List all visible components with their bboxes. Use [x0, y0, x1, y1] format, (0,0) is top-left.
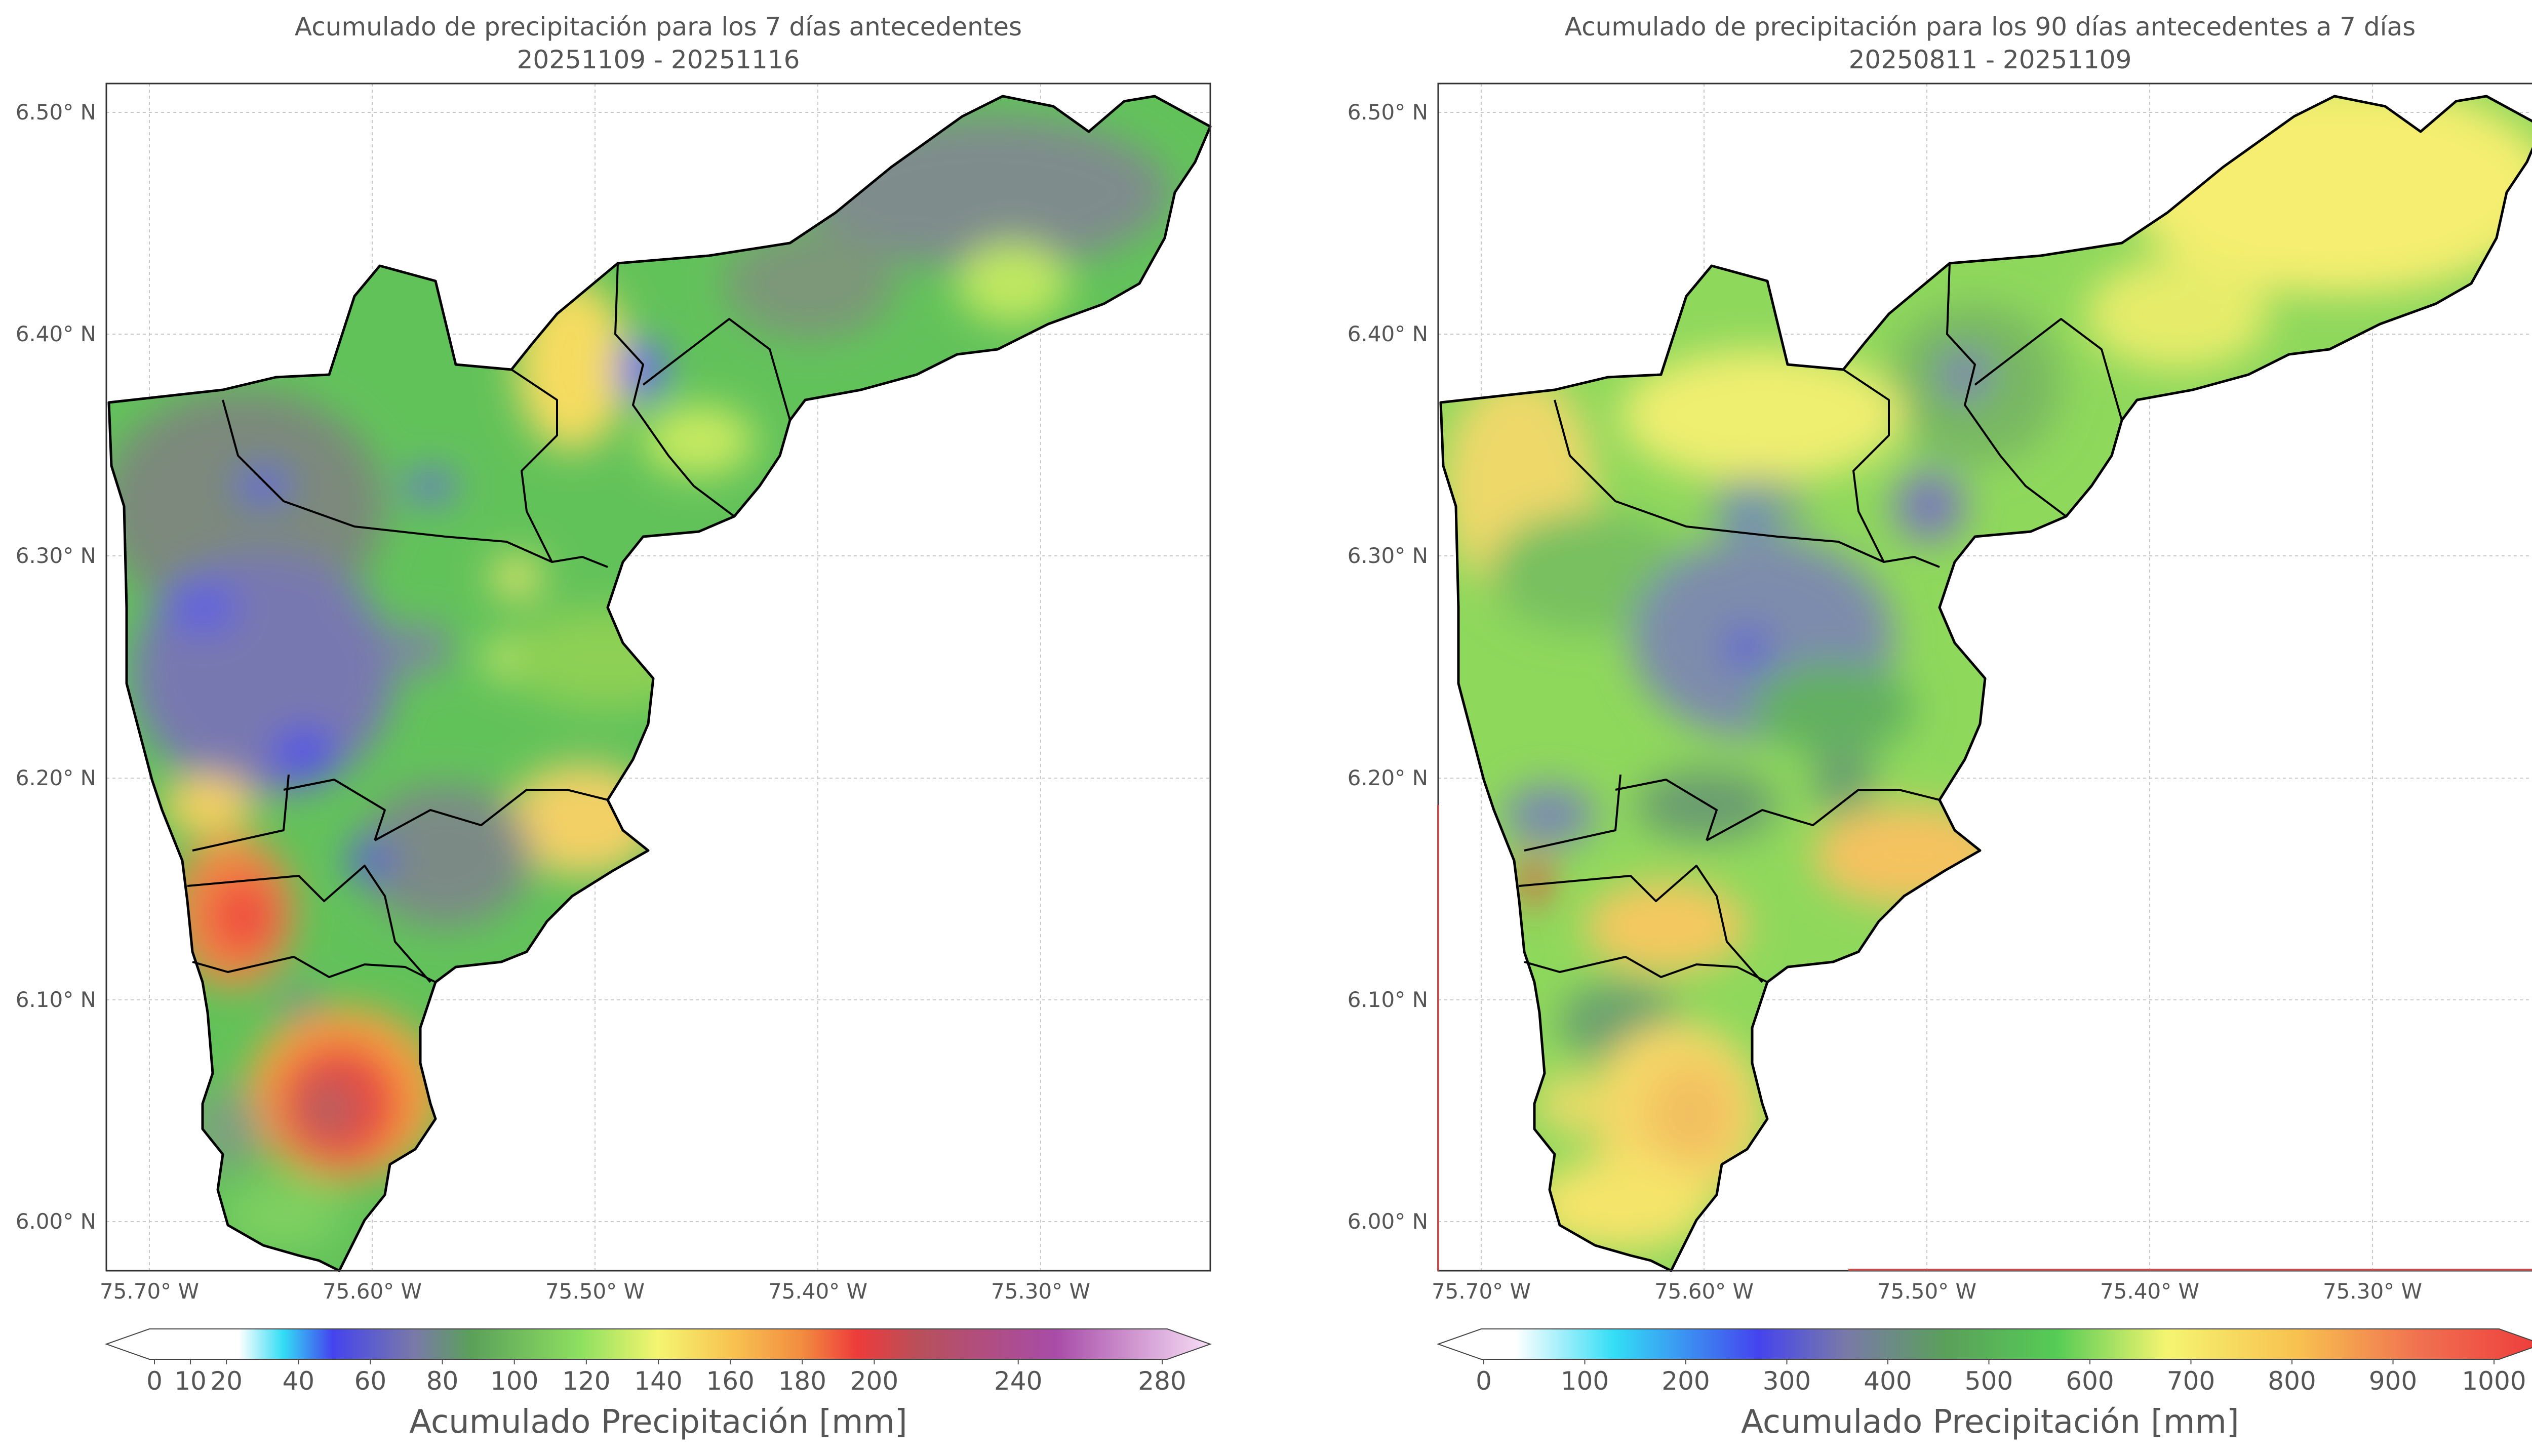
left-lon-label: 75.30° W: [991, 1279, 1090, 1304]
left-lon-label: 75.70° W: [100, 1279, 199, 1304]
right-lon-label: 75.30° W: [2323, 1279, 2422, 1304]
right-lat-label: 6.50° N: [1348, 100, 1428, 125]
left-colorbar-tick-label: 20: [210, 1366, 243, 1396]
right-lat-label: 6.20° N: [1348, 765, 1428, 790]
right-lat-label: 6.30° N: [1348, 543, 1428, 568]
right-axis-ticks: 6.50° N 6.40° N 6.30° N 6.20° N 6.10° N …: [1348, 100, 2422, 1304]
right-subbasin-boundaries: [1519, 263, 2123, 983]
left-colorbar-tick-label: 0: [146, 1366, 163, 1396]
right-map-panel: Acumulado de precipitación para los 90 d…: [1348, 12, 2532, 1441]
left-colorbar-tick-label: 140: [634, 1366, 682, 1396]
left-colorbar-tick-label: 200: [850, 1366, 898, 1396]
right-colorbar-tick-label: 400: [1864, 1366, 1912, 1396]
left-colorbar-tick-label: 160: [706, 1366, 754, 1396]
left-lon-label: 75.60° W: [323, 1279, 422, 1304]
left-map-panel: Acumulado de precipitación para los 7 dí…: [16, 12, 1212, 1441]
left-colorbar-tick-label: 80: [426, 1366, 459, 1396]
left-colorbar-tick-label: 40: [282, 1366, 314, 1396]
right-colorbar-tick-label: 100: [1561, 1366, 1609, 1396]
right-map-date-range: 20250811 - 20251109: [1849, 45, 2132, 74]
left-precip-field: [109, 96, 1210, 1271]
left-subbasin-boundaries: [187, 263, 791, 983]
right-lat-label: 6.00° N: [1348, 1209, 1428, 1234]
left-lat-label: 6.40° N: [16, 321, 96, 346]
left-lat-label: 6.20° N: [16, 765, 96, 790]
left-lat-label: 6.30° N: [16, 543, 96, 568]
left-colorbar-tick-label: 240: [994, 1366, 1042, 1396]
right-lon-label: 75.60° W: [1654, 1279, 1754, 1304]
left-colorbar-ticks: 0 10 20 40 60 80 100 120 140 160 180 200 240 280: [146, 1359, 1186, 1396]
left-colorbar-tick-label: 120: [562, 1366, 610, 1396]
left-lat-label: 6.00° N: [16, 1209, 96, 1234]
right-colorbar-tick-label: 300: [1763, 1366, 1811, 1396]
left-colorbar-tick-label: 280: [1138, 1366, 1186, 1396]
right-colorbar-tick-label: 700: [2167, 1366, 2215, 1396]
left-map-title: Acumulado de precipitación para los 7 dí…: [295, 12, 1022, 42]
right-colorbar: 0 100 200 300 400 500 600 700 800 900 1000 Acumula…: [1436, 1328, 2532, 1441]
right-lon-label: 75.50° W: [1877, 1279, 1976, 1304]
left-lon-label: 75.40° W: [768, 1279, 867, 1304]
left-colorbar: 0 10 20 40 60 80 100 120 140 160 180 200 240 280 Acum…: [104, 1328, 1212, 1441]
right-lat-label: 6.10° N: [1348, 987, 1428, 1012]
right-colorbar-ticks: 0 100 200 300 400 500 600 700 800 900 1000: [1476, 1359, 2526, 1396]
right-colorbar-bar: [1436, 1328, 2532, 1360]
left-lat-label: 6.10° N: [16, 987, 96, 1012]
right-basin-outline: [1439, 95, 2532, 1272]
right-colorbar-tick-label: 200: [1661, 1366, 1710, 1396]
right-colorbar-tick-label: 600: [2066, 1366, 2114, 1396]
left-colorbar-tick-label: 60: [354, 1366, 387, 1396]
right-colorbar-tick-label: 900: [2369, 1366, 2417, 1396]
left-colorbar-label: Acumulado Precipitación [mm]: [409, 1403, 907, 1441]
right-colorbar-tick-label: 0: [1476, 1366, 1492, 1396]
left-axis-ticks: 6.50° N 6.40° N 6.30° N 6.20° N 6.10° N …: [16, 100, 1090, 1304]
left-colorbar-tick-label: 100: [490, 1366, 538, 1396]
left-colorbar-bar: [104, 1328, 1212, 1360]
left-map-frame: [105, 83, 1211, 1272]
left-colorbar-tick-label: 180: [778, 1366, 826, 1396]
right-colorbar-tick-label: 1000: [2462, 1366, 2526, 1396]
right-colorbar-tick-label: 800: [2268, 1366, 2316, 1396]
left-colorbar-tick-label: 10: [174, 1366, 207, 1396]
right-lon-label: 75.70° W: [1432, 1279, 1531, 1304]
right-colorbar-label: Acumulado Precipitación [mm]: [1741, 1403, 2239, 1441]
left-map-date-range: 20251109 - 20251116: [517, 45, 800, 74]
right-colorbar-tick-label: 500: [1965, 1366, 2013, 1396]
right-lat-label: 6.40° N: [1348, 321, 1428, 346]
left-lat-label: 6.50° N: [16, 100, 96, 125]
left-lon-label: 75.50° W: [545, 1279, 645, 1304]
right-lon-label: 75.40° W: [2100, 1279, 2199, 1304]
right-map-title: Acumulado de precipitación para los 90 d…: [1565, 12, 2416, 42]
